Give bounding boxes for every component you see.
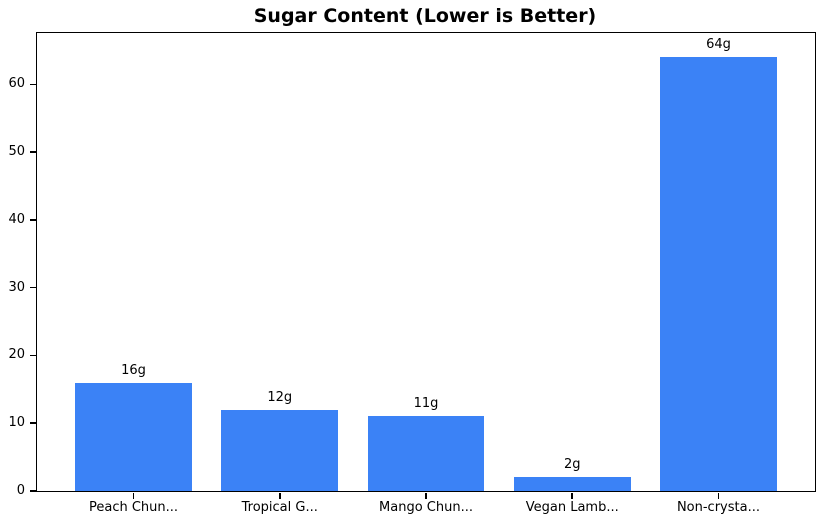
- x-tick-mark: [571, 492, 573, 499]
- y-tick-label: 50: [8, 144, 25, 160]
- y-tick-label: 40: [8, 211, 25, 227]
- bar: [75, 382, 192, 491]
- x-tick-label: Peach Chun...: [88, 500, 179, 515]
- bar: [659, 57, 777, 491]
- plot-area: 0 10 20 30 40 50 60 16g Peach Chun... 12g Tropical…: [8, 32, 816, 515]
- y-tick-mark: [29, 490, 36, 492]
- x-tick-mark: [279, 492, 281, 499]
- x-tick-label: Non-crysta...: [676, 500, 760, 515]
- y-tick-mark: [29, 151, 36, 153]
- bar: [513, 477, 631, 491]
- y-tick-mark: [29, 83, 36, 86]
- y-tick-label: 0: [16, 483, 25, 498]
- bar-value-label: 2g: [563, 457, 581, 473]
- bar-value-label: 11g: [413, 396, 439, 412]
- x-tick-mark: [425, 492, 427, 499]
- chart-title: Sugar Content (Lower is Better): [253, 5, 597, 27]
- y-tick-mark: [29, 422, 36, 424]
- bar: [367, 416, 485, 491]
- x-tick-mark: [717, 492, 720, 499]
- bar-value-label: 16g: [121, 362, 146, 378]
- y-tick-mark: [29, 219, 36, 221]
- bar-value-label: 64g: [706, 37, 731, 53]
- x-tick-mark: [132, 492, 135, 499]
- bar-value-label: 12g: [267, 389, 293, 405]
- y-tick-mark: [29, 354, 36, 357]
- x-tick-label: Tropical G...: [241, 500, 318, 515]
- x-tick-label: Mango Chun...: [379, 500, 473, 515]
- y-tick-label: 30: [8, 279, 25, 295]
- y-tick-label: 60: [8, 76, 25, 92]
- y-tick-label: 10: [8, 415, 25, 431]
- y-tick-label: 20: [8, 347, 25, 363]
- bar: [221, 409, 339, 491]
- x-tick-label: Vegan Lamb...: [525, 500, 619, 515]
- y-tick-mark: [29, 286, 36, 289]
